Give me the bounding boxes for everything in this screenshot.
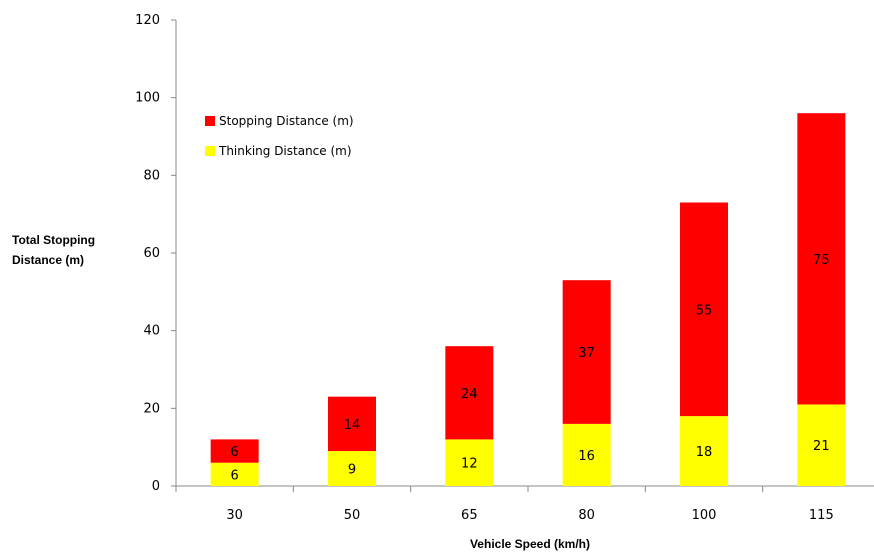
y-tick-label: 80	[143, 168, 160, 183]
legend-item-stopping: Stopping Distance (m)	[205, 112, 354, 130]
legend-item-thinking: Thinking Distance (m)	[205, 142, 354, 160]
x-tick-label: 30	[226, 508, 243, 523]
data-label-thinking: 6	[231, 468, 239, 483]
y-tick-label: 100	[135, 91, 160, 106]
y-tick-label: 60	[143, 246, 160, 261]
legend-label-stopping: Stopping Distance (m)	[219, 114, 354, 128]
y-axis-label-line-2: Distance (m)	[12, 253, 85, 267]
bar-stopping	[210, 439, 259, 463]
bar-thinking	[210, 462, 259, 486]
bar-stopping	[680, 202, 728, 417]
data-label-thinking: 12	[461, 457, 478, 472]
y-tick-label: 120	[135, 13, 160, 28]
bar-thinking	[562, 423, 611, 486]
bar-thinking	[797, 404, 846, 486]
legend-swatch-stopping	[205, 116, 215, 126]
y-axis-label-line-1: Total Stopping	[12, 233, 96, 247]
bar-stopping	[562, 280, 611, 424]
x-tick-label: 115	[809, 508, 834, 523]
y-tick-label: 20	[143, 401, 160, 416]
bar-stopping	[328, 396, 376, 452]
data-label-thinking: 9	[348, 463, 356, 478]
data-label-stopping: 75	[813, 253, 830, 268]
data-label-thinking: 16	[578, 449, 595, 464]
bar-stopping	[797, 113, 846, 405]
data-label-stopping: 24	[461, 387, 478, 402]
data-label-stopping: 55	[696, 303, 713, 318]
data-label-stopping: 37	[578, 346, 595, 361]
x-axis-label: Vehicle Speed (km/h)	[469, 537, 591, 551]
legend-swatch-thinking	[205, 146, 215, 156]
x-tick-label: 80	[578, 508, 595, 523]
data-label-stopping: 14	[344, 418, 361, 433]
data-label-thinking: 21	[813, 439, 830, 454]
data-label-thinking: 18	[696, 445, 713, 460]
x-tick-label: 50	[344, 508, 361, 523]
bar-stopping	[445, 346, 494, 440]
x-tick-label: 65	[461, 508, 478, 523]
data-label-stopping: 6	[231, 445, 239, 460]
x-tick-label: 100	[692, 508, 717, 523]
y-tick-label: 0	[152, 479, 160, 494]
bar-thinking	[445, 439, 494, 486]
legend-label-thinking: Thinking Distance (m)	[219, 144, 352, 158]
bar-thinking	[680, 416, 728, 486]
y-tick-label: 40	[143, 324, 160, 339]
legend: Stopping Distance (m) Thinking Distance …	[205, 112, 354, 172]
bar-thinking	[328, 451, 376, 486]
